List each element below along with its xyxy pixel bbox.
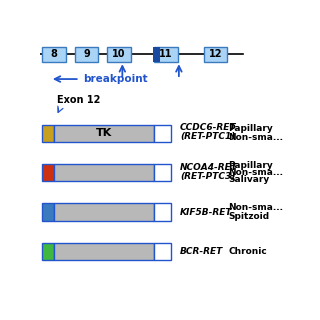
FancyBboxPatch shape (154, 204, 172, 221)
Text: (RET-PTC1): (RET-PTC1) (180, 132, 236, 141)
Text: Non-sma...: Non-sma... (228, 133, 284, 142)
Text: Salivary: Salivary (228, 175, 270, 184)
Text: 9: 9 (83, 49, 90, 60)
FancyBboxPatch shape (154, 243, 172, 260)
FancyBboxPatch shape (43, 47, 66, 62)
FancyBboxPatch shape (43, 204, 54, 221)
FancyBboxPatch shape (154, 164, 172, 181)
Text: breakpoint: breakpoint (84, 74, 148, 84)
Text: TK: TK (96, 128, 112, 138)
FancyBboxPatch shape (154, 47, 178, 62)
Text: Non-sma...: Non-sma... (228, 168, 284, 177)
FancyBboxPatch shape (75, 47, 98, 62)
Text: 12: 12 (209, 49, 222, 60)
Text: Non-sma...: Non-sma... (228, 203, 284, 212)
FancyBboxPatch shape (54, 204, 154, 221)
Text: BCR-RET: BCR-RET (180, 247, 223, 256)
FancyBboxPatch shape (204, 47, 227, 62)
Text: Chronic: Chronic (228, 247, 267, 256)
FancyBboxPatch shape (54, 164, 154, 181)
Text: 11: 11 (159, 49, 172, 60)
Text: (RET-PTC3): (RET-PTC3) (180, 172, 236, 181)
Text: 10: 10 (112, 49, 125, 60)
FancyBboxPatch shape (153, 47, 160, 62)
FancyBboxPatch shape (54, 243, 154, 260)
Text: Spitzoid: Spitzoid (228, 212, 270, 221)
FancyBboxPatch shape (43, 164, 54, 181)
FancyBboxPatch shape (107, 47, 131, 62)
Text: Papillary: Papillary (228, 161, 273, 170)
Text: KIF5B-RET: KIF5B-RET (180, 208, 233, 217)
Text: Papillary: Papillary (228, 124, 273, 133)
FancyBboxPatch shape (154, 124, 172, 142)
FancyBboxPatch shape (43, 124, 54, 142)
Text: Exon 12: Exon 12 (57, 95, 101, 105)
FancyBboxPatch shape (54, 124, 154, 142)
Text: 8: 8 (51, 49, 58, 60)
FancyBboxPatch shape (43, 243, 54, 260)
Text: NCOA4-RET: NCOA4-RET (180, 163, 238, 172)
Text: CCDC6-RET: CCDC6-RET (180, 123, 236, 132)
